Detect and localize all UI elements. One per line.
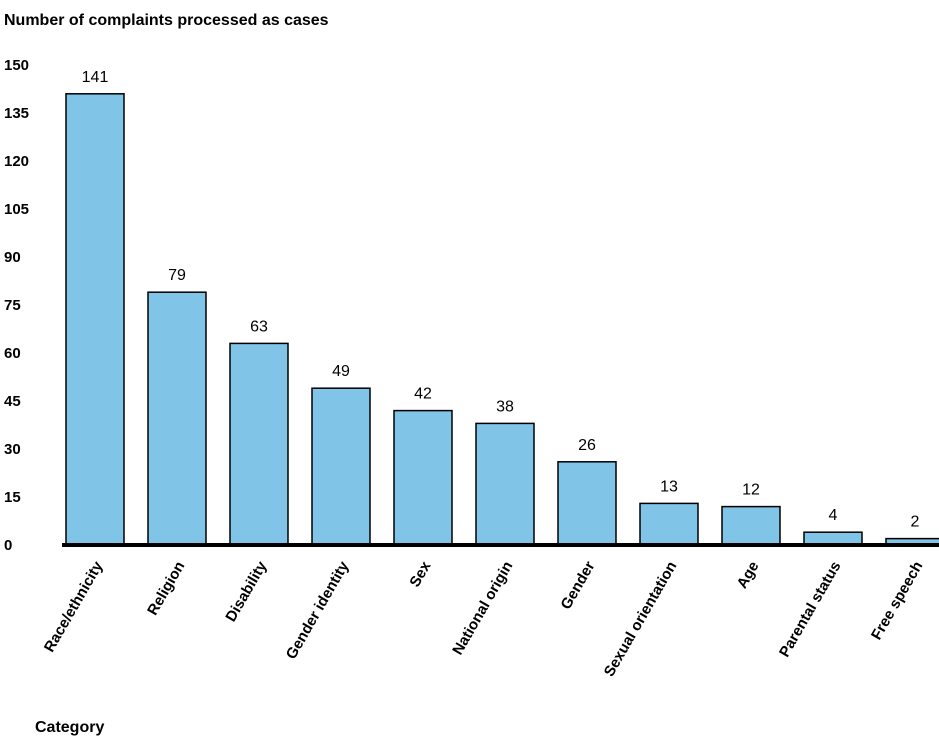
bar bbox=[639, 502, 699, 546]
x-tick-label: Disability bbox=[222, 558, 270, 625]
x-tick-label: Sex bbox=[406, 558, 434, 590]
data-label: 79 bbox=[168, 267, 186, 284]
bar bbox=[229, 342, 289, 546]
bar bbox=[65, 93, 125, 546]
bar bbox=[393, 409, 453, 546]
bars bbox=[65, 93, 939, 546]
y-tick-label: 75 bbox=[4, 297, 21, 314]
y-axis-ticks: 0 15 30 45 60 75 90 105 120 135 150 bbox=[4, 57, 29, 554]
x-tick-label: Free speech bbox=[868, 559, 926, 643]
bar bbox=[475, 422, 535, 546]
y-tick-label: 105 bbox=[4, 201, 29, 218]
y-tick-label: 150 bbox=[4, 57, 29, 74]
y-tick-label: 90 bbox=[4, 249, 21, 266]
bar bbox=[147, 291, 207, 546]
x-tick-label: Age bbox=[734, 559, 763, 592]
data-label: 42 bbox=[414, 386, 432, 403]
x-tick-label: Gender identity bbox=[283, 558, 353, 662]
y-tick-label: 60 bbox=[4, 345, 21, 362]
bar bbox=[721, 505, 781, 546]
data-label: 4 bbox=[829, 507, 838, 524]
x-axis-labels: Race/ethnicity Religion Disability Gender i… bbox=[41, 558, 927, 680]
x-tick-label: Parental status bbox=[776, 559, 844, 661]
data-label: 63 bbox=[250, 318, 268, 335]
data-label: 12 bbox=[742, 482, 760, 499]
data-label: 38 bbox=[496, 398, 514, 415]
y-axis-title: Number of complaints processed as cases bbox=[4, 12, 329, 29]
y-tick-label: 45 bbox=[4, 393, 21, 410]
bar bbox=[557, 461, 617, 546]
x-tick-label: Race/ethnicity bbox=[41, 558, 107, 655]
bar bbox=[311, 387, 371, 546]
x-tick-label: Sexual orientation bbox=[601, 559, 681, 680]
x-tick-label: Gender bbox=[557, 558, 598, 612]
data-label: 2 bbox=[911, 514, 920, 531]
y-tick-label: 30 bbox=[4, 441, 21, 458]
x-axis-title: Category bbox=[35, 719, 104, 736]
x-tick-label: Religion bbox=[144, 559, 188, 619]
data-label: 13 bbox=[660, 478, 678, 495]
x-tick-label: National origin bbox=[449, 559, 516, 658]
y-tick-label: 120 bbox=[4, 153, 29, 170]
data-label: 26 bbox=[578, 437, 596, 454]
data-label: 141 bbox=[82, 69, 109, 86]
data-label: 49 bbox=[332, 363, 350, 380]
y-tick-label: 15 bbox=[4, 489, 21, 506]
y-tick-label: 0 bbox=[4, 537, 12, 554]
y-tick-label: 135 bbox=[4, 105, 29, 122]
